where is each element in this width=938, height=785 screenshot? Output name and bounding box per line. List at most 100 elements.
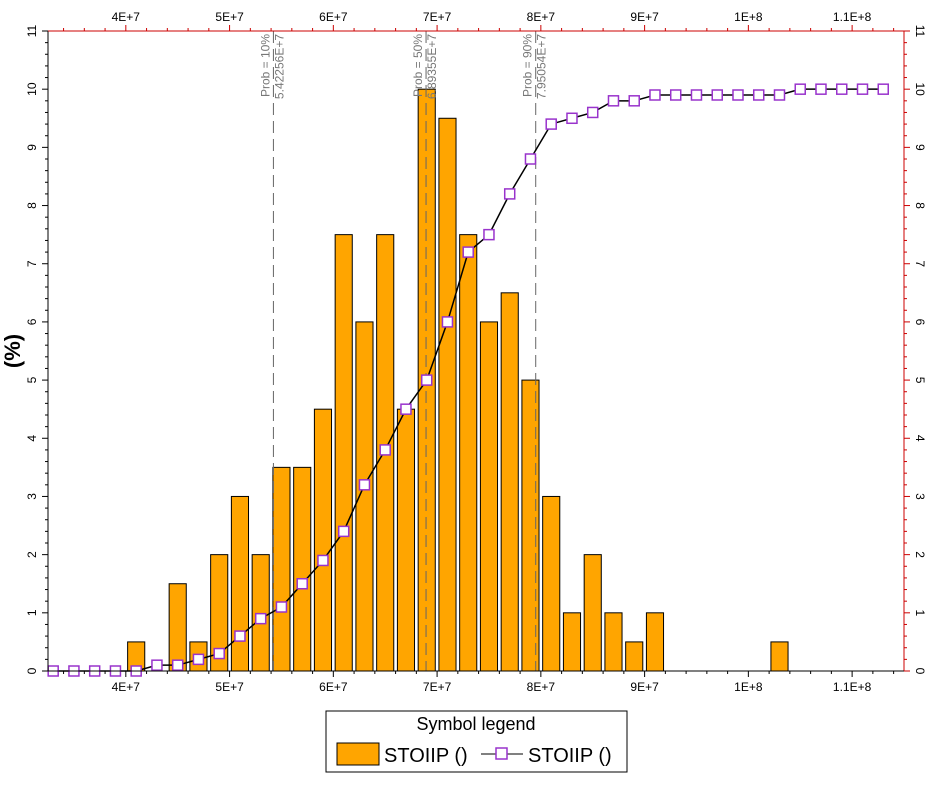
x-tick-label-bottom: 1E+8: [734, 680, 763, 694]
cumulative-point: [732, 89, 744, 101]
histogram-bar: [645, 612, 665, 672]
y-tick-label-right: 2: [913, 551, 927, 558]
cumulative-point: [607, 95, 620, 107]
cumulative-point: [711, 89, 723, 101]
legend-label-histogram: STOIIP (): [384, 745, 468, 767]
cumulative-point: [441, 316, 454, 328]
legend-title: Symbol legend: [416, 714, 535, 734]
cumulative-point: [483, 228, 495, 241]
probability-marker-label: Prob = 50%: [411, 34, 425, 97]
y-tick-label-right: 5: [913, 377, 927, 384]
cumulative-point: [649, 89, 661, 101]
cumulative-point: [192, 653, 205, 666]
histogram-bar: [583, 554, 602, 672]
cumulative-point: [213, 647, 225, 660]
probability-marker-value: 7.95054E+7: [535, 34, 549, 99]
cumulative-point: [462, 246, 474, 258]
cumulative-point: [151, 659, 163, 671]
cumulative-point: [317, 554, 329, 567]
x-tick-label-top: 5E+7: [215, 10, 244, 24]
x-tick-label-bottom: 9E+7: [630, 680, 659, 694]
cumulative-point: [545, 118, 557, 130]
cumulative-point: [877, 83, 889, 95]
y-tick-label-left: 11: [25, 24, 39, 37]
legend-swatch-marker: [495, 747, 508, 760]
histogram-bar: [521, 379, 540, 672]
y-tick-label-left: 0: [25, 667, 39, 674]
x-axis-ticks: 4E+7 4E+7 5E+7 5E+7 6E+7 6E+7 7E+7 7E+7 8E+7 8E+7…: [63, 10, 895, 694]
x-tick-label-top: 4E+7: [112, 10, 141, 24]
x-tick-label-top: 9E+7: [630, 10, 659, 24]
x-tick-label-top: 1.1E+8: [833, 10, 872, 24]
cumulative-point: [628, 95, 640, 107]
histogram-bar: [230, 495, 250, 672]
cumulative-point: [358, 479, 371, 491]
y-tick-label-right: 8: [913, 202, 927, 209]
cumulative-point: [690, 89, 703, 101]
probability-markers: Prob = 10% 5.42256E+7 Prob = 50% 6.89355E+7…: [258, 31, 549, 671]
cumulative-point: [752, 89, 765, 101]
legend-swatch-histogram: [336, 742, 380, 766]
y-tick-label-left: 10: [25, 82, 39, 96]
histogram-bar: [479, 321, 499, 672]
x-tick-label-top: 8E+7: [527, 10, 556, 24]
histogram-bar: [542, 495, 561, 672]
y-tick-label-left: 3: [25, 493, 39, 500]
y-tick-label-left: 4: [25, 435, 39, 442]
histogram-bar: [500, 292, 519, 672]
histogram-bar: [625, 641, 644, 672]
x-tick-label-top: 1E+8: [734, 10, 763, 24]
y-tick-label-right: 1: [913, 609, 927, 616]
x-tick-label-top: 7E+7: [423, 10, 452, 24]
histogram-bar: [604, 612, 623, 672]
y-tick-label-right: 4: [913, 435, 927, 442]
y-tick-label-left: 6: [25, 318, 39, 325]
cumulative-point: [815, 83, 827, 95]
x-tick-label-bottom: 6E+7: [319, 680, 348, 694]
histogram-bar: [334, 234, 353, 672]
histogram-bar: [251, 554, 270, 672]
x-tick-label-bottom: 7E+7: [423, 680, 452, 694]
cumulative-point: [234, 630, 246, 642]
probability-marker-label: Prob = 10%: [258, 34, 272, 97]
histogram-bar: [396, 408, 416, 672]
cumulative-point: [379, 444, 391, 456]
y-tick-label-right: 11: [913, 25, 927, 38]
y-tick-label-right: 0: [913, 668, 927, 675]
histogram-bar: [438, 117, 457, 672]
probability-marker-label: Prob = 90%: [521, 34, 535, 97]
plot-frame: [47, 30, 905, 672]
y-tick-label-left: 5: [25, 376, 39, 383]
y-tick-label-left: 9: [25, 144, 39, 151]
cumulative-point: [254, 612, 267, 625]
probability-marker-value: 6.89355E+7: [425, 34, 439, 99]
cumulative-point: [566, 112, 578, 125]
y-tick-label-right: 10: [913, 83, 927, 97]
y-tick-label-right: 3: [913, 493, 927, 500]
cumulative-point: [773, 89, 786, 101]
y-tick-label-right: 9: [913, 144, 927, 151]
y-tick-label-left: 1: [25, 609, 39, 616]
x-tick-label-bottom: 8E+7: [527, 680, 556, 694]
histogram-bars: [127, 88, 789, 672]
cumulative-point: [794, 83, 806, 95]
cumulative-point: [669, 89, 682, 101]
legend: Symbol legend STOIIP () STOIIP (): [325, 710, 628, 773]
cumulative-point: [296, 577, 308, 590]
x-tick-label-bottom: 1.1E+8: [833, 680, 872, 694]
cumulative-point: [337, 525, 350, 538]
probability-marker-value: 5.42256E+7: [272, 34, 286, 99]
cumulative-point: [836, 83, 848, 95]
legend-label-cumulative: STOIIP (): [528, 745, 612, 767]
y-tick-label-right: 7: [913, 260, 927, 267]
cumulative-point: [856, 83, 869, 95]
cumulative-point: [171, 659, 184, 671]
cumulative-point: [275, 601, 288, 613]
cumulative-point: [420, 374, 433, 386]
histogram-bar: [562, 612, 582, 672]
cumulative-point: [524, 153, 537, 165]
histogram-bar: [313, 408, 333, 672]
histogram-bar: [168, 583, 187, 672]
